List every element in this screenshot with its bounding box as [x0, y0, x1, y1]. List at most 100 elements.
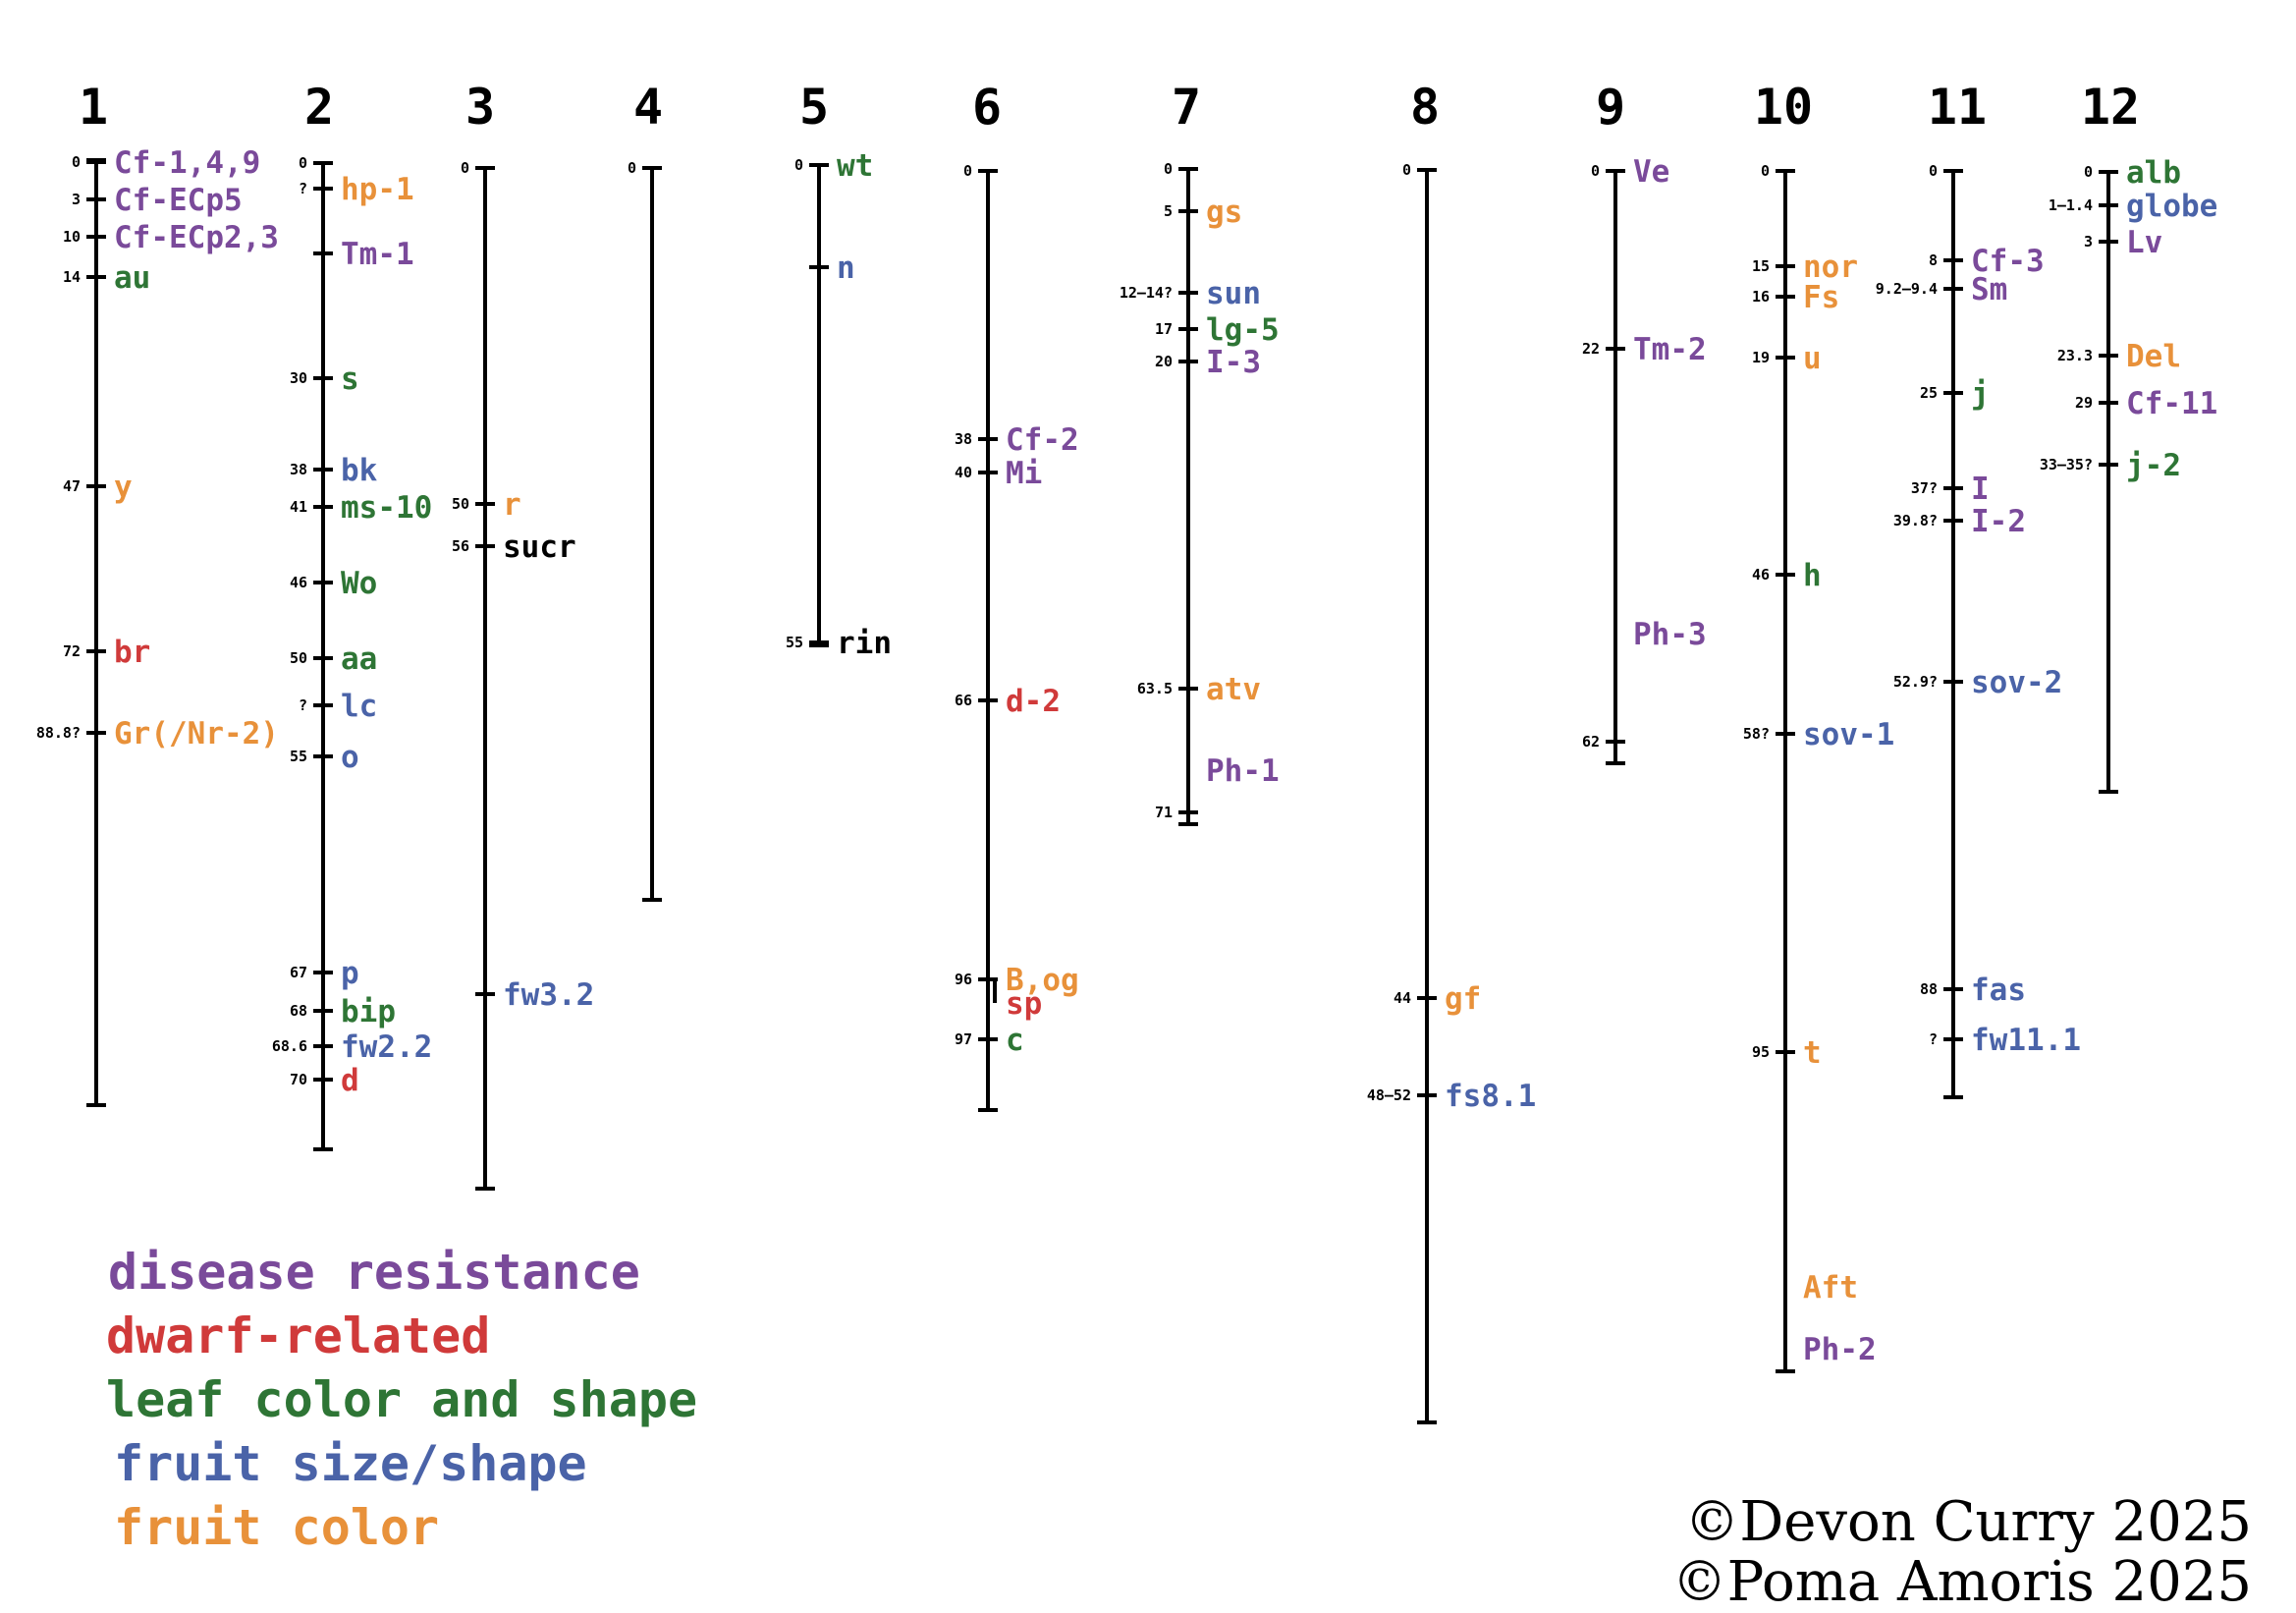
chromosome-3: 3 0 50 r 56 sucr fw3.2 [452, 79, 594, 1191]
legend-item-disease: disease resistance [108, 1244, 640, 1301]
chromosome-number: 5 [799, 79, 829, 136]
locus-position: 0 [1761, 162, 1770, 180]
gene-label: nor [1803, 250, 1858, 285]
locus-position: 88 [1920, 980, 1938, 998]
gene-label: p [341, 956, 359, 991]
legend-item-color: fruit color [114, 1499, 439, 1556]
gene-label: Wo [341, 566, 377, 601]
gene-label: sun [1206, 276, 1261, 311]
gene-label: j [1971, 376, 1990, 412]
chromosome-number: 12 [2081, 79, 2140, 136]
gene-label: wt [837, 148, 873, 184]
gene-label: s [341, 362, 359, 397]
gene-label: h [1803, 558, 1822, 593]
chromosome-12: 12 0 alb 1–1.4 globe 3 Lv 23.3 Del 29 Cf-11 33–35? j… [2040, 79, 2217, 794]
gene-label: hp-1 [341, 172, 414, 207]
locus-position: 29 [2075, 394, 2093, 412]
locus-position: 23.3 [2057, 347, 2093, 364]
locus-position: 95 [1752, 1043, 1770, 1061]
locus-position: 56 [452, 537, 469, 555]
locus-position: 3 [72, 191, 81, 208]
locus-position: 40 [955, 464, 972, 481]
gene-label: d [341, 1063, 359, 1098]
chromosome-7: 7 0 5 gs 12–14? sun 17 lg-5 20 I-3 63.5 atv Ph-1 71 [1120, 79, 1280, 826]
gene-label: Tm-2 [1633, 332, 1707, 367]
locus-position: 41 [290, 498, 307, 516]
locus-position: 3 [2084, 233, 2093, 250]
gene-label: sov-2 [1971, 665, 2062, 700]
chromosome-number: 10 [1754, 79, 1813, 136]
gene-label: Gr(/Nr-2) [114, 716, 279, 751]
locus-position: 38 [955, 430, 972, 448]
gene-label: bk [341, 453, 378, 488]
chromosome-number: 1 [79, 79, 108, 136]
credit-line: ©Devon Curry 2025 [1684, 1490, 2252, 1554]
gene-label: sov-1 [1803, 717, 1894, 752]
gene-label: Cf-11 [2126, 386, 2217, 421]
locus-position: 17 [1155, 320, 1173, 338]
legend-item-leaf: leaf color and shape [106, 1371, 697, 1428]
chromosome-number: 2 [304, 79, 334, 136]
gene-label: Del [2126, 339, 2181, 374]
gene-label: aa [341, 641, 377, 677]
gene-label: y [114, 470, 133, 505]
locus-position: 38 [290, 461, 307, 478]
gene-label: j-2 [2126, 448, 2181, 483]
locus-position: 68 [290, 1002, 307, 1020]
chromosome-10: 10 0 15 nor 16 Fs 19 u 46 h 58? sov-1 95 t Aft Ph-2 [1743, 79, 1894, 1373]
locus-position: 97 [955, 1030, 972, 1048]
locus-position: 47 [63, 477, 81, 495]
gene-label: lg-5 [1206, 312, 1280, 348]
chromosome-11: 11 0 8 Cf-3 9.2–9.4 Sm 25 j 37? I 39.8? I-2 52.9? sov… [1876, 79, 2081, 1099]
locus-position: 0 [461, 159, 469, 177]
locus-position: 0 [2084, 163, 2093, 181]
locus-position: 1–1.4 [2049, 196, 2093, 214]
locus-position: 70 [290, 1071, 307, 1088]
chromosome-8: 8 0 44 gf 48–52 fs8.1 [1367, 79, 1536, 1424]
locus-position: 96 [955, 971, 972, 988]
chromosome-number: 11 [1928, 79, 1987, 136]
gene-label: au [114, 260, 150, 296]
gene-label: atv [1206, 672, 1261, 707]
chromosome-number: 3 [465, 79, 495, 136]
locus-position: 30 [290, 369, 307, 387]
locus-position: 15 [1752, 257, 1770, 275]
gene-label: I-3 [1206, 345, 1261, 380]
locus-position: 12–14? [1120, 284, 1173, 302]
gene-label: Tm-1 [341, 237, 414, 272]
gene-label: r [503, 487, 521, 523]
locus-position: 0 [1929, 162, 1938, 180]
gene-label: Cf-ECp2,3 [114, 220, 279, 255]
chromosome-5: 5 0 wt n 55 rin [786, 79, 892, 661]
locus-position: 37? [1911, 479, 1938, 497]
gene-label: alb [2126, 155, 2181, 191]
gene-label: B,og [1006, 963, 1079, 998]
chromosome-4: 40 [628, 79, 663, 902]
legend: disease resistance dwarf-related leaf colo… [106, 1244, 697, 1556]
locus-position: 62 [1582, 733, 1600, 751]
locus-bracket [988, 977, 997, 1003]
locus-position: 71 [1155, 804, 1173, 821]
locus-position: 66 [955, 692, 972, 709]
locus-position: 55 [290, 748, 307, 765]
gene-label: I-2 [1971, 504, 2026, 539]
gene-label: c [1006, 1023, 1024, 1058]
locus-position: ? [299, 696, 307, 714]
locus-position: ? [1929, 1030, 1938, 1048]
chromosome-number: 4 [633, 79, 663, 136]
gene-label: globe [2126, 189, 2217, 224]
gene-label: br [114, 635, 150, 670]
locus-position: 25 [1920, 384, 1938, 402]
locus-position: 50 [452, 495, 469, 513]
locus-position: 9.2–9.4 [1876, 280, 1938, 298]
locus-position: 88.8? [36, 724, 81, 742]
locus-position: 33–35? [2040, 456, 2093, 473]
locus-position: 39.8? [1893, 512, 1938, 529]
locus-position: 52.9? [1893, 673, 1938, 691]
gene-label: gf [1445, 981, 1481, 1017]
locus-position: 10 [63, 228, 81, 246]
gene-label: fw11.1 [1971, 1023, 2081, 1058]
